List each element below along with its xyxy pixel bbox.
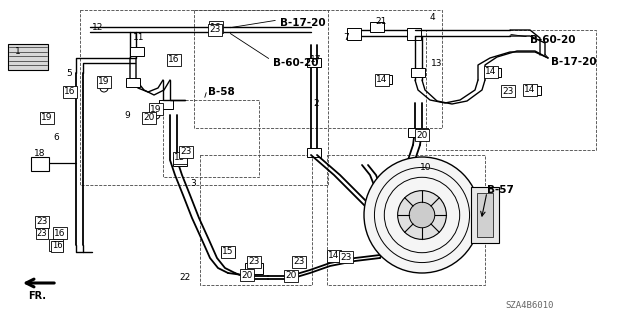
Text: 19: 19	[99, 78, 109, 86]
Text: 1: 1	[15, 47, 21, 56]
Text: 13: 13	[431, 58, 443, 68]
Text: 2: 2	[313, 99, 319, 108]
Text: 23: 23	[340, 253, 352, 262]
Circle shape	[409, 202, 435, 228]
Bar	[80, 10, 328, 185]
Bar	[163, 100, 259, 177]
Text: 16: 16	[52, 241, 62, 250]
Bar	[347, 28, 361, 40]
Text: 20: 20	[143, 114, 155, 122]
Circle shape	[100, 78, 108, 86]
Bar	[194, 10, 442, 128]
Bar	[8, 44, 48, 70]
Bar	[407, 28, 421, 40]
Text: 21: 21	[375, 18, 387, 26]
Bar	[307, 58, 321, 67]
Circle shape	[152, 111, 160, 119]
Text: 14: 14	[485, 68, 497, 77]
Bar	[471, 187, 499, 243]
Text: 20: 20	[417, 129, 428, 137]
Bar	[245, 263, 263, 274]
Text: 23: 23	[36, 228, 47, 238]
Bar	[378, 75, 392, 84]
Text: 12: 12	[92, 24, 104, 33]
Bar	[173, 157, 187, 166]
Text: 23: 23	[248, 257, 260, 266]
Bar	[487, 68, 501, 77]
Bar	[426, 30, 596, 150]
Text: 19: 19	[41, 114, 52, 122]
Text: 14: 14	[376, 76, 388, 85]
Text: B-58: B-58	[208, 87, 235, 97]
Text: 6: 6	[53, 132, 59, 142]
Text: 16: 16	[168, 56, 180, 64]
Text: 23: 23	[36, 218, 48, 226]
Text: 14: 14	[524, 85, 536, 94]
Text: 20: 20	[416, 130, 428, 139]
Circle shape	[100, 84, 108, 92]
Text: 20: 20	[285, 271, 297, 280]
Circle shape	[43, 114, 51, 122]
Bar	[130, 47, 144, 56]
Text: 19: 19	[150, 105, 162, 114]
Text: 7: 7	[343, 33, 349, 42]
Text: 8: 8	[248, 257, 254, 266]
Text: 4: 4	[429, 12, 435, 21]
Text: 16: 16	[54, 228, 66, 238]
Bar	[411, 68, 425, 77]
Text: 15: 15	[222, 248, 234, 256]
Text: 16: 16	[211, 23, 221, 32]
Bar	[200, 155, 312, 285]
Text: 22: 22	[179, 273, 191, 283]
Text: 9: 9	[124, 110, 130, 120]
Text: SZA4B6010: SZA4B6010	[506, 300, 554, 309]
Bar	[408, 158, 422, 169]
Bar	[327, 155, 485, 285]
Bar	[31, 157, 49, 171]
Bar	[159, 100, 173, 109]
Text: 5: 5	[66, 70, 72, 78]
Circle shape	[364, 157, 480, 273]
Bar	[370, 22, 384, 32]
Bar	[126, 78, 140, 87]
Text: 18: 18	[35, 149, 45, 158]
Text: 17: 17	[310, 55, 322, 63]
Bar	[221, 248, 235, 257]
Text: 10: 10	[420, 164, 432, 173]
Text: B-57: B-57	[487, 185, 514, 195]
Text: 11: 11	[133, 33, 145, 41]
Text: B-60-20: B-60-20	[530, 35, 575, 45]
Text: B-17-20: B-17-20	[551, 57, 596, 67]
Text: B-60-20: B-60-20	[273, 58, 319, 68]
Text: B-17-20: B-17-20	[280, 18, 326, 28]
Text: 23: 23	[209, 26, 221, 34]
Text: 15: 15	[174, 153, 186, 162]
Text: 23: 23	[180, 147, 192, 157]
Text: 23: 23	[502, 86, 514, 95]
Bar	[527, 86, 541, 95]
Bar	[477, 193, 493, 237]
Circle shape	[152, 105, 160, 113]
Text: 3: 3	[190, 179, 196, 188]
Text: FR.: FR.	[28, 291, 46, 301]
Text: 16: 16	[64, 87, 76, 97]
Bar	[49, 239, 63, 251]
Text: 14: 14	[328, 251, 340, 261]
Bar	[408, 128, 422, 137]
Bar	[307, 148, 321, 157]
Circle shape	[397, 191, 446, 239]
Text: 23: 23	[293, 257, 305, 266]
Text: 20: 20	[241, 271, 253, 279]
